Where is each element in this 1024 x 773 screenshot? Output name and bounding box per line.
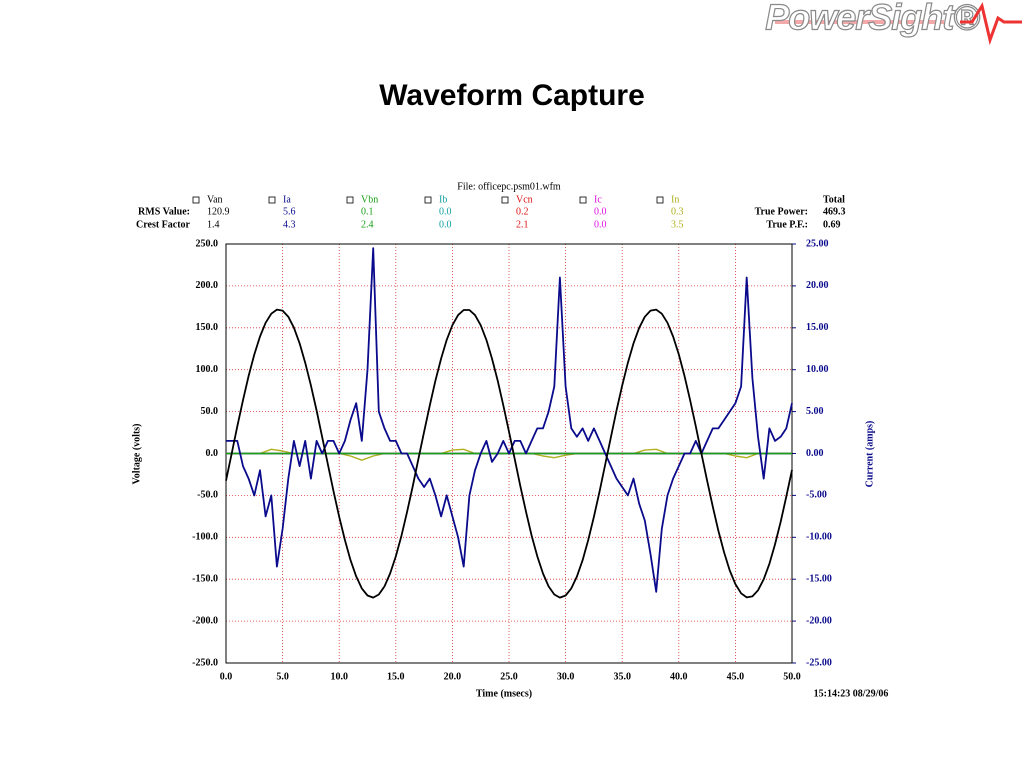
y2-tick-label: 20.00 xyxy=(806,280,829,291)
x-tick-label: 50.0 xyxy=(783,671,801,682)
legend-label: In xyxy=(671,194,679,205)
row-label: Crest Factor xyxy=(136,219,191,230)
legend-label: Vbn xyxy=(361,194,378,205)
y2-tick-label: -5.00 xyxy=(806,490,827,501)
legend-checkbox xyxy=(656,196,664,204)
y-tick-label: 50.0 xyxy=(201,406,219,417)
x-tick-label: 30.0 xyxy=(557,671,575,682)
series-line xyxy=(225,308,793,599)
x-axis-title: Time (msecs) xyxy=(476,688,532,699)
legend-checkbox xyxy=(424,196,432,204)
x-tick-label: 40.0 xyxy=(670,671,688,682)
y-tick-label: 150.0 xyxy=(196,322,219,333)
legend-label: Ia xyxy=(283,194,291,205)
legend-label: Ic xyxy=(594,194,602,205)
legend-label: Van xyxy=(207,194,223,205)
y-axis-title: Voltage (volts) xyxy=(131,423,142,484)
legend-checkbox xyxy=(192,196,200,204)
x-tick-label: 0.0 xyxy=(220,671,233,682)
logo: PowerSight® xyxy=(765,0,980,38)
total-title: Total xyxy=(823,194,845,205)
y-tick-label: 250.0 xyxy=(196,238,219,249)
y2-tick-label: -20.00 xyxy=(806,615,832,626)
rms-value: 0.3 xyxy=(671,206,684,217)
crest-value: 0.0 xyxy=(594,219,607,230)
x-tick-label: 15.0 xyxy=(387,671,405,682)
legend-checkbox xyxy=(346,196,354,204)
y-tick-label: 0.0 xyxy=(206,448,219,459)
rms-value: 5.6 xyxy=(283,206,296,217)
y-tick-label: -250.0 xyxy=(192,657,218,668)
y-tick-label: 200.0 xyxy=(196,280,219,291)
x-tick-label: 5.0 xyxy=(276,671,289,682)
y2-axis-title: Current (amps) xyxy=(864,421,875,488)
crest-value: 3.5 xyxy=(671,219,684,230)
rms-value: 0.1 xyxy=(361,206,374,217)
crest-value: 2.1 xyxy=(516,219,529,230)
y2-tick-label: -25.00 xyxy=(806,657,832,668)
row-label: RMS Value: xyxy=(138,206,190,217)
x-tick-label: 45.0 xyxy=(727,671,745,682)
x-tick-label: 10.0 xyxy=(330,671,348,682)
y2-tick-label: -15.00 xyxy=(806,573,832,584)
rms-value: 0.0 xyxy=(594,206,607,217)
crest-value: 2.4 xyxy=(361,219,374,230)
legend-label: Vcn xyxy=(516,194,533,205)
total-value: 0.69 xyxy=(823,219,841,230)
x-tick-label: 35.0 xyxy=(613,671,631,682)
slide-title: Waveform Capture xyxy=(379,79,645,112)
y2-tick-label: 5.00 xyxy=(806,406,824,417)
y-tick-label: -100.0 xyxy=(192,532,218,543)
y-tick-label: -150.0 xyxy=(192,573,218,584)
series-line xyxy=(226,247,793,593)
x-tick-label: 20.0 xyxy=(444,671,462,682)
total-value: 469.3 xyxy=(823,206,846,217)
legend-checkbox xyxy=(268,196,276,204)
crest-value: 4.3 xyxy=(283,219,296,230)
legend-label: Ib xyxy=(439,194,447,205)
legend-checkbox xyxy=(579,196,587,204)
y2-tick-label: 25.00 xyxy=(806,238,829,249)
rms-value: 0.2 xyxy=(516,206,529,217)
total-label: True Power: xyxy=(755,206,808,217)
y2-tick-label: 15.00 xyxy=(806,322,829,333)
y2-tick-label: 10.00 xyxy=(806,364,829,375)
rms-value: 120.9 xyxy=(207,206,230,217)
x-tick-label: 25.0 xyxy=(500,671,518,682)
crest-value: 1.4 xyxy=(207,219,220,230)
y-tick-label: 100.0 xyxy=(196,364,219,375)
y-tick-label: -200.0 xyxy=(192,615,218,626)
legend-checkbox xyxy=(501,196,509,204)
y2-tick-label: 0.00 xyxy=(806,448,824,459)
logo-wave xyxy=(960,2,1022,46)
chart: File: officepc.psm01.wfm RMS Value: Cres… xyxy=(131,181,888,699)
total-label: True P.F.: xyxy=(766,219,808,230)
timestamp: 15:14:23 08/29/06 xyxy=(814,688,889,699)
y-tick-label: -50.0 xyxy=(197,490,218,501)
crest-value: 0.0 xyxy=(439,219,452,230)
rms-value: 0.0 xyxy=(439,206,452,217)
file-label: File: officepc.psm01.wfm xyxy=(457,181,561,192)
y2-tick-label: -10.00 xyxy=(806,532,832,543)
